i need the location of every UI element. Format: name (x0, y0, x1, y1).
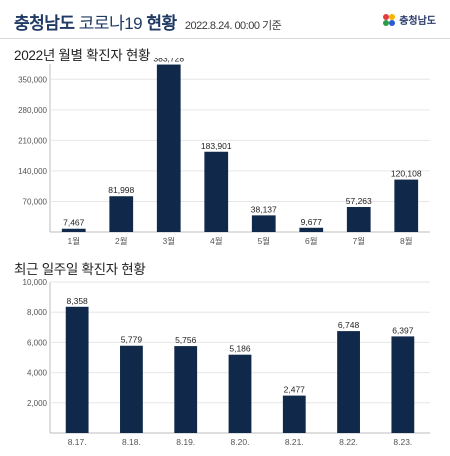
bar-value-label: 5,186 (229, 344, 251, 354)
y-tick-label: 4,000 (27, 369, 48, 378)
logo-icon (383, 13, 396, 26)
title-subject: 코로나19 (78, 14, 143, 33)
bar (337, 331, 360, 433)
bar-value-label: 6,748 (338, 320, 360, 330)
header-divider (0, 38, 450, 39)
y-tick-label: 70,000 (23, 197, 48, 206)
bar-value-label: 7,467 (63, 218, 85, 228)
bar (394, 179, 419, 232)
bar (156, 64, 181, 232)
x-tick-label: 5월 (257, 236, 270, 246)
bar-value-label: 9,677 (301, 217, 323, 227)
bar-value-label: 120,108 (391, 169, 422, 179)
y-tick-label: 350,000 (18, 75, 47, 84)
x-tick-label: 8월 (400, 236, 413, 246)
monthly-chart: 70,000 140,000 210,000 280,000 350,000 7,467 1… (18, 58, 430, 246)
bar (109, 196, 134, 232)
bar-value-label: 5,779 (121, 335, 143, 345)
bar (61, 228, 86, 232)
x-tick-label: 8.18. (122, 437, 141, 447)
bar (174, 346, 198, 433)
x-tick-label: 8.19. (176, 437, 195, 447)
x-tick-label: 8.20. (231, 437, 250, 447)
bar-value-label: 57,263 (346, 196, 372, 206)
x-tick-label: 8.23. (393, 437, 412, 447)
bar-value-label: 383,728 (153, 58, 184, 64)
bar-value-label: 8,358 (67, 296, 89, 306)
bar (204, 151, 229, 232)
x-tick-label: 3월 (162, 236, 175, 246)
x-tick-label: 8.22. (339, 437, 358, 447)
bar (228, 354, 252, 433)
chart-title-weekly: 최근 일주일 확진자 현황 (14, 262, 146, 277)
y-tick-label: 2,000 (27, 399, 48, 408)
bar (65, 306, 89, 433)
bar-value-label: 5,756 (175, 335, 197, 345)
logo: 충청남도 (382, 12, 436, 27)
x-tick-label: 2월 (115, 236, 128, 246)
x-tick-label: 6월 (305, 236, 318, 246)
x-tick-label: 8.21. (285, 437, 304, 447)
logo-text: 충청남도 (399, 16, 436, 27)
header: 충청남도 코로나19 현황 2022.8.24. 00:00 기준 충청남도 (0, 0, 450, 40)
bar-value-label: 38,137 (251, 204, 277, 214)
y-tick-label: 280,000 (18, 106, 47, 115)
title-region: 충청남도 (14, 14, 75, 33)
y-tick-label: 6,000 (27, 338, 48, 347)
bar (346, 207, 371, 232)
weekly-chart: 2,000 4,000 6,000 8,000 10,000 8,358 8.17. 5,77… (23, 278, 430, 447)
bar (391, 336, 415, 433)
bar (120, 345, 143, 433)
bar-value-label: 2,477 (284, 385, 306, 395)
x-tick-label: 4월 (210, 236, 223, 246)
x-tick-label: 7월 (352, 236, 365, 246)
chart-title-monthly: 2022년 월별 확진자 현황 (14, 48, 151, 63)
x-tick-label: 8.17. (68, 437, 87, 447)
bar (299, 227, 324, 232)
page-title: 충청남도 코로나19 현황 2022.8.24. 00:00 기준 (14, 9, 282, 34)
y-tick-label: 210,000 (18, 136, 47, 145)
x-tick-label: 1월 (67, 236, 80, 246)
bar-value-label: 6,397 (392, 325, 414, 335)
bar-value-label: 183,901 (201, 141, 232, 151)
y-tick-label: 10,000 (23, 278, 48, 287)
y-tick-label: 140,000 (18, 167, 47, 176)
y-tick-label: 8,000 (27, 308, 48, 317)
bar (251, 215, 276, 232)
bar (282, 395, 306, 433)
bar-value-label: 81,998 (108, 185, 134, 195)
title-date: 2022.8.24. 00:00 기준 (184, 20, 282, 32)
title-status: 현황 (146, 14, 177, 33)
